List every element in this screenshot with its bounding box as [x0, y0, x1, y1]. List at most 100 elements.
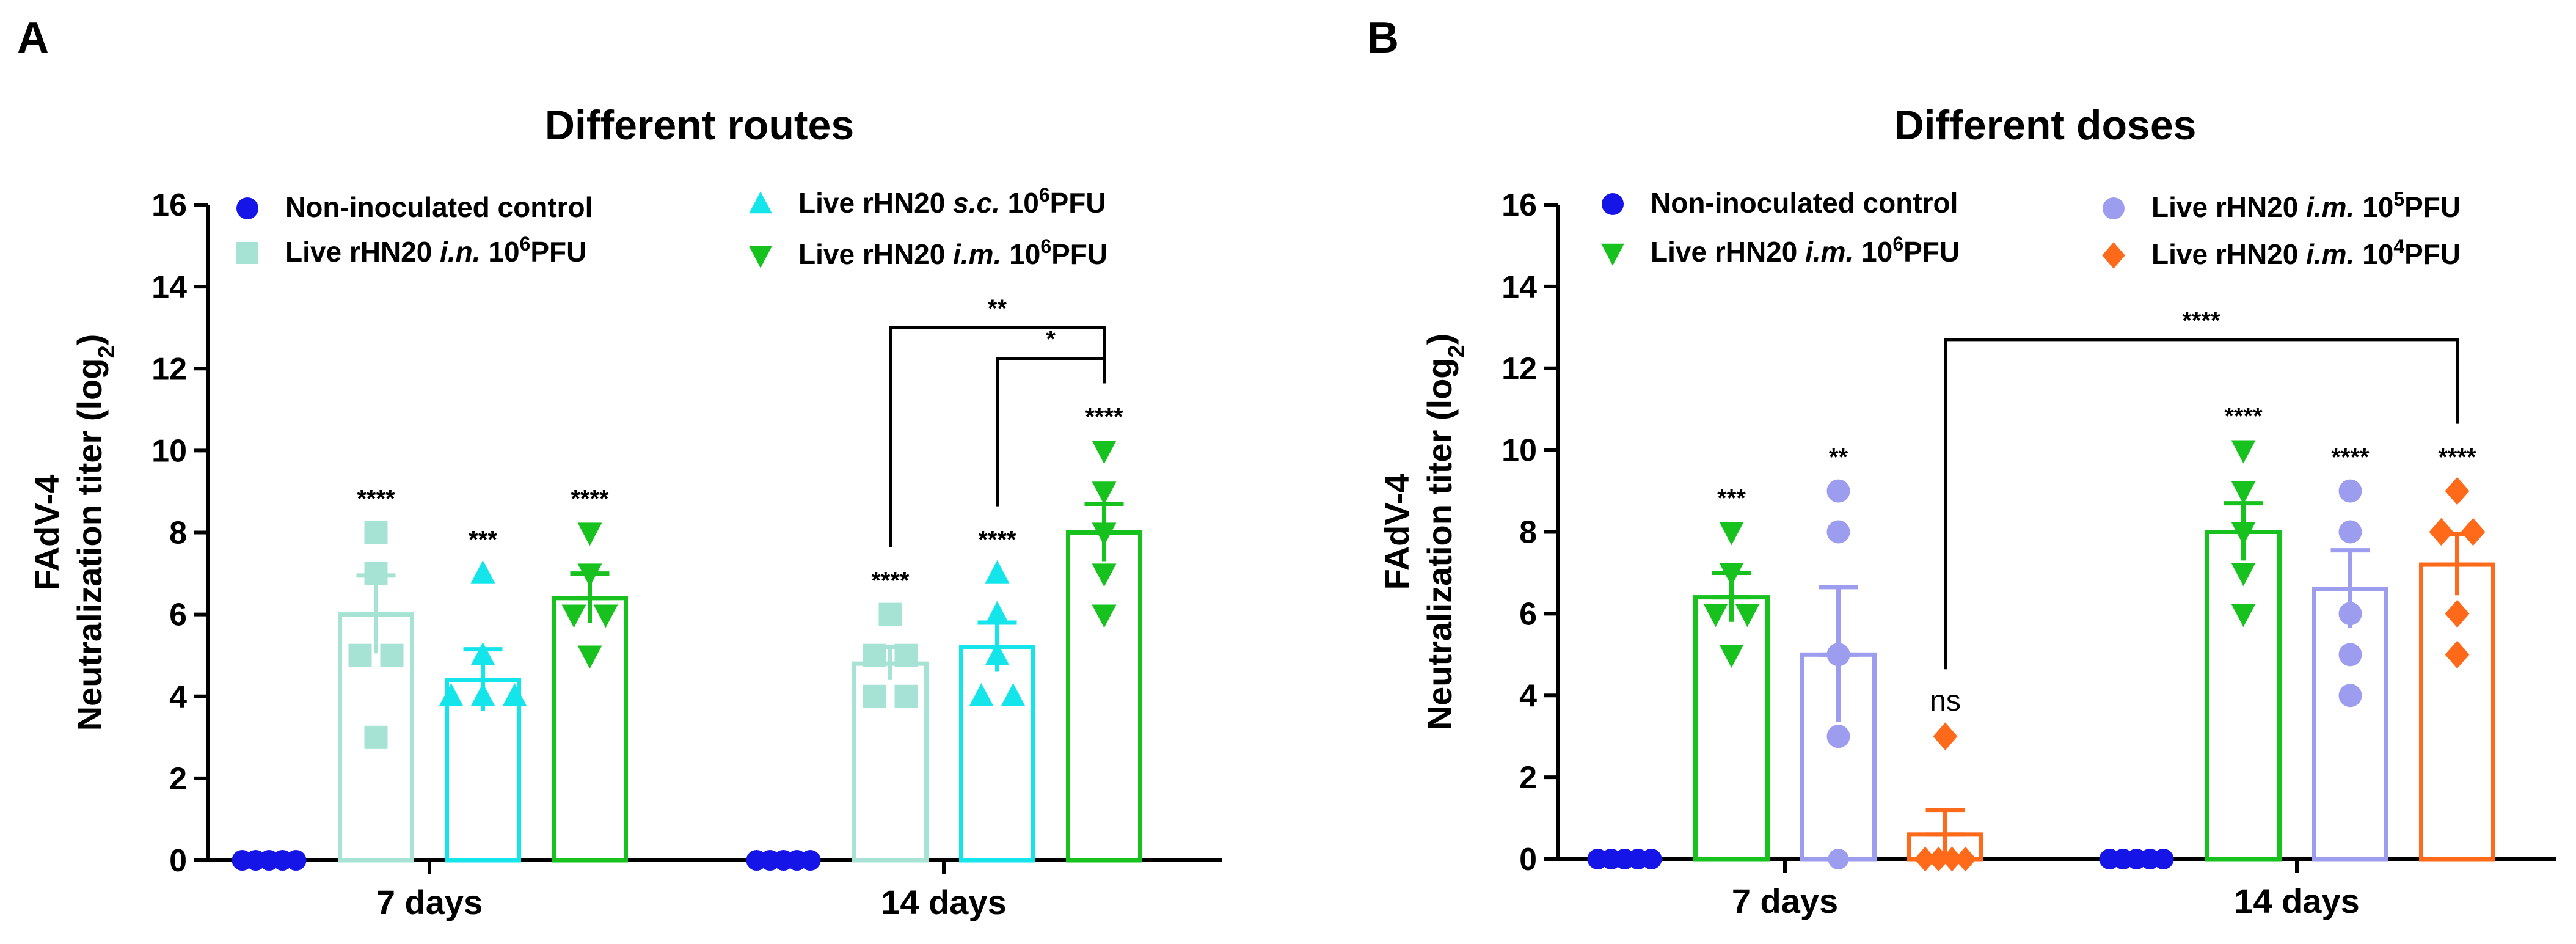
data-point: [1092, 441, 1117, 464]
data-point: [1703, 604, 1728, 628]
data-point: [439, 682, 464, 706]
data-point: [364, 562, 388, 585]
data-point: [470, 642, 495, 665]
data-point: [985, 560, 1010, 584]
data-point: [2338, 643, 2362, 667]
bar: [959, 645, 1035, 863]
data-point: [470, 560, 495, 584]
y-tick-label: 0: [169, 843, 187, 879]
legend-marker: [749, 191, 772, 214]
data-point: [863, 684, 886, 708]
significance-label: ****: [871, 568, 910, 595]
significance-bracket: [996, 356, 1106, 507]
significance-label: ****: [357, 486, 395, 513]
data-point: [577, 563, 602, 587]
data-point: [2338, 602, 2362, 626]
data-point: [1719, 563, 1744, 587]
data-point: [2338, 684, 2362, 708]
significance-label: ****: [2224, 403, 2263, 430]
data-point: [577, 645, 602, 669]
data-point: [2231, 481, 2256, 505]
data-point: [1001, 682, 1026, 706]
data-point: [1092, 563, 1117, 587]
data-point: [894, 684, 918, 708]
x-category-label: 7 days: [376, 883, 483, 921]
y-tick-label: 2: [169, 761, 187, 797]
data-point: [1735, 604, 1760, 628]
data-point: [1092, 481, 1117, 505]
bar: [1693, 595, 1770, 862]
data-point: [2429, 518, 2454, 546]
data-point: [2231, 604, 2256, 628]
legend-marker: [749, 246, 772, 268]
data-point: [985, 642, 1010, 665]
y-axis-label-line1: FAdV-4: [27, 475, 66, 591]
data-point: [1927, 846, 1950, 872]
y-axis-label-line2: Neutralization titer (log2): [70, 334, 120, 731]
legend-entry: Live rHN20 i.m. 104PFU: [2151, 235, 2461, 270]
data-point: [985, 601, 1010, 624]
data-point: [1719, 522, 1744, 546]
data-point: [1933, 722, 1958, 750]
y-tick-label: 4: [1519, 678, 1537, 714]
x-category-label: 14 days: [881, 883, 1007, 921]
data-point: [348, 643, 372, 667]
data-point: [1954, 846, 1977, 872]
data-point: [1826, 725, 1850, 748]
y-tick-label: 16: [151, 188, 187, 223]
chart-title: Different routes: [545, 102, 854, 148]
data-point: [2338, 520, 2362, 544]
y-tick-label: 12: [151, 351, 187, 387]
data-point: [470, 682, 495, 706]
significance-label: ***: [1717, 485, 1746, 512]
y-tick-label: 8: [169, 516, 187, 551]
data-point: [2461, 518, 2486, 546]
y-tick-label: 4: [169, 679, 187, 715]
significance-label: ***: [469, 527, 497, 554]
data-point: [1092, 522, 1117, 546]
data-point: [2445, 640, 2470, 669]
data-point: [593, 604, 618, 628]
y-tick-label: 14: [1501, 269, 1537, 305]
data-point: [878, 602, 902, 626]
legend-entry: Non-inoculated control: [1651, 187, 1958, 219]
data-point: [1719, 645, 1744, 668]
legend-marker: [236, 242, 258, 264]
data-point: [2445, 477, 2470, 505]
data-point: [1828, 849, 1849, 869]
data-point: [969, 682, 994, 706]
panel-a: A Different routes FAdV-4 Neutralization ti…: [17, 13, 1222, 921]
data-point: [1641, 849, 1662, 869]
legend-entry: Non-inoculated control: [285, 191, 593, 223]
y-axis-label-line1: FAdV-4: [1377, 474, 1416, 590]
bar: [552, 596, 628, 863]
bracket-label: **: [988, 295, 1007, 322]
data-point: [2338, 479, 2362, 503]
y-tick-label: 10: [1501, 433, 1537, 469]
y-tick-label: 8: [1519, 515, 1537, 551]
legend-entry: Live rHN20 s.c. 106PFU: [798, 184, 1106, 219]
legend-marker: [2102, 242, 2125, 269]
x-category-label: 14 days: [2234, 882, 2360, 920]
y-tick-label: 10: [151, 433, 187, 469]
significance-bracket: [889, 326, 1106, 547]
data-point: [2445, 599, 2470, 628]
y-tick-label: 14: [151, 269, 187, 305]
panel-b: B Different doses FAdV-4 Neutralization tit…: [1367, 13, 2556, 920]
significance-label: ****: [2331, 444, 2370, 471]
legend-entry: Live rHN20 i.n. 106PFU: [285, 233, 586, 268]
legend-marker: [1602, 193, 1624, 215]
y-tick-label: 12: [1501, 351, 1537, 387]
y-tick-label: 2: [1519, 760, 1537, 796]
data-point: [1826, 643, 1850, 667]
panel-letter: B: [1367, 13, 1399, 62]
chart-title: Different doses: [1894, 102, 2197, 148]
data-point: [1826, 520, 1850, 544]
data-point: [380, 643, 404, 667]
significance-label: ns: [1930, 685, 1961, 717]
y-tick-label: 6: [169, 598, 187, 633]
data-point: [285, 850, 307, 871]
y-axis-label-line2: Neutralization titer (log2): [1420, 334, 1470, 731]
data-point: [1826, 479, 1850, 503]
